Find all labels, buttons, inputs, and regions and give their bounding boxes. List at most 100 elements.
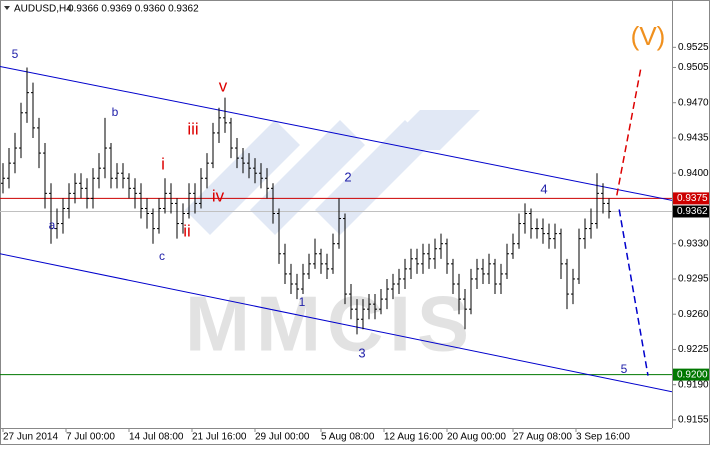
- x-tick-label: 21 Jul 16:00: [192, 432, 247, 443]
- trendline: [618, 209, 649, 376]
- wave-label: v: [219, 76, 228, 95]
- ohlc-bar: [85, 178, 89, 209]
- wave-label: i: [161, 154, 165, 173]
- ohlc-bar: [379, 289, 383, 315]
- ohlc-bar: [295, 273, 299, 300]
- wave-label: 5: [12, 47, 19, 61]
- x-tick-label: 12 Aug 16:00: [384, 432, 443, 443]
- wave-label: 2: [344, 169, 351, 184]
- ohlc-bar: [73, 173, 77, 204]
- ohlc-bar: [481, 258, 485, 284]
- level-label: 0.9362: [677, 206, 708, 217]
- ohlc-bar: [319, 248, 323, 274]
- ohlc-bar: [577, 228, 581, 284]
- y-tick-label: 0.9400: [678, 168, 709, 179]
- ohlc-bar: [43, 143, 47, 209]
- ohlc-bar: [49, 183, 53, 244]
- ohlc-bar: [499, 263, 503, 295]
- ohlc-bar: [511, 233, 515, 259]
- watermark: MMCIS: [185, 280, 475, 368]
- ohlc-bar: [67, 183, 71, 219]
- ohlc-bar: [259, 163, 263, 189]
- ohlc-bar: [247, 153, 251, 179]
- y-tick-label: 0.9260: [678, 309, 709, 320]
- ohlc-bar: [355, 299, 359, 335]
- ohlc-bar: [151, 208, 155, 244]
- ohlc-bar: [391, 273, 395, 300]
- ohlc-bar: [265, 168, 269, 199]
- ohlc-bar: [199, 168, 203, 209]
- ohlc-bar: [451, 258, 455, 295]
- y-tick-label: 0.9330: [678, 238, 709, 249]
- ohlc-bar: [169, 183, 173, 214]
- ohlc-bar: [583, 218, 587, 249]
- ohlc-bar: [361, 299, 365, 330]
- ohlc-bar: [403, 258, 407, 290]
- ohlc-bar: [55, 208, 59, 239]
- ohlc-bar: [91, 168, 95, 209]
- wave-label: 3: [358, 345, 365, 360]
- ohlc-bar: [367, 294, 371, 320]
- ohlc-bar: [349, 283, 353, 320]
- level-label: 0.9200: [677, 369, 708, 380]
- dropdown-icon[interactable]: [4, 6, 10, 10]
- level-label-box: [673, 368, 709, 381]
- ohlc-bar: [103, 117, 107, 179]
- ohlc-bar: [601, 183, 605, 214]
- ohlc-bar: [571, 268, 575, 305]
- ohlc-bar: [469, 268, 473, 315]
- ohlc-bar: [229, 117, 233, 159]
- ohlc-bar: [595, 173, 599, 229]
- ohlc-bar: [19, 102, 23, 159]
- ohlc-bar: [433, 238, 437, 269]
- ohlc-bar: [163, 178, 167, 214]
- ohlc-bar: [145, 198, 149, 229]
- ohlc-bar: [559, 228, 563, 279]
- y-tick-label: 0.9225: [678, 344, 709, 355]
- ohlc-bar: [25, 67, 29, 123]
- wave-label: (V): [631, 21, 666, 51]
- wave-label: a: [49, 218, 56, 232]
- y-tick-label: 0.9505: [678, 62, 709, 73]
- ohlc-bar: [175, 198, 179, 239]
- chart-title: AUDUSD,H4: [14, 4, 72, 15]
- plot-area: [0, 65, 672, 393]
- wave-label: iv: [212, 186, 225, 205]
- ohlc-bar: [529, 208, 533, 239]
- x-tick-label: 29 Jul 00:00: [255, 432, 310, 443]
- ohlc-bar: [547, 223, 551, 249]
- ohlc-bar: [313, 238, 317, 269]
- y-tick-label: 0.9155: [678, 415, 709, 426]
- ohlc-bar: [475, 258, 479, 290]
- ohlc-bar: [241, 148, 245, 174]
- y-tick-label: 0.9525: [678, 42, 709, 53]
- ohlc-bar: [427, 243, 431, 269]
- ohlc-bar: [271, 183, 275, 224]
- ohlc-bar: [463, 289, 467, 330]
- ohlc-bar: [97, 153, 101, 189]
- ohlc-bar: [253, 158, 257, 184]
- ohlc-bar: [589, 208, 593, 239]
- ohlc-bar: [397, 268, 401, 295]
- ohlc-bar: [439, 233, 443, 259]
- ohlc-bar: [325, 253, 329, 279]
- ohlc-bar: [7, 148, 11, 189]
- ohlc-bar: [505, 243, 509, 279]
- ohlc-bar: [457, 273, 461, 315]
- logo: [185, 110, 480, 235]
- ohlc-bar: [31, 82, 35, 138]
- ohlc-bar: [193, 183, 197, 214]
- ohlc-bar: [343, 213, 347, 305]
- trendline: [0, 253, 672, 393]
- ohlc-bar: [409, 248, 413, 279]
- ohlc-bar: [607, 198, 611, 219]
- ohlc-bar: [277, 208, 281, 264]
- ohlc-bar: [517, 213, 521, 249]
- ohlc-bar: [205, 153, 209, 189]
- ohlc-bar: [121, 163, 125, 189]
- wave-label: iii: [187, 119, 198, 138]
- ohlc-bar: [235, 137, 239, 169]
- ohlc-bar: [301, 263, 305, 295]
- wave-label: 5: [621, 362, 628, 376]
